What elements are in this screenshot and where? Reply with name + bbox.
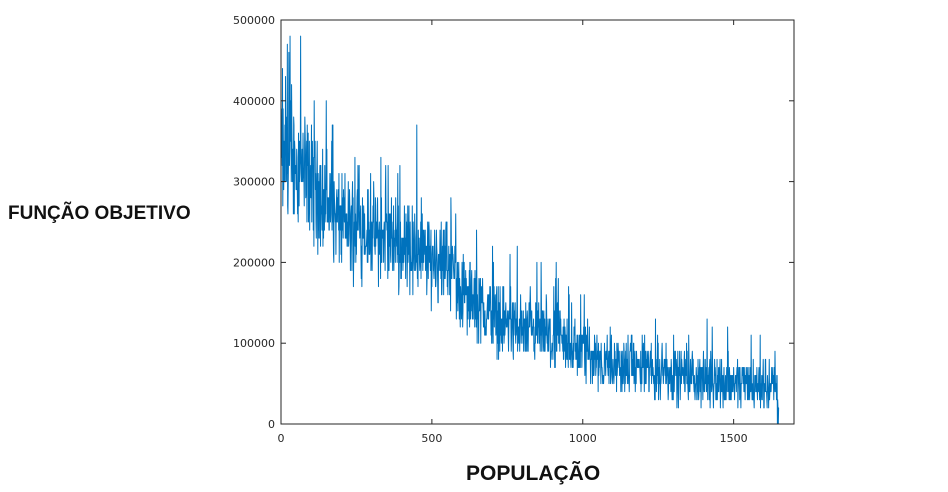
y-tick-label: 100000 (233, 337, 275, 350)
y-tick-label: 300000 (233, 176, 275, 189)
y-axis: 0 100000 200000 300000 400000 500000 (233, 14, 794, 431)
y-tick-label: 400000 (233, 95, 275, 108)
plot-background (281, 20, 794, 424)
axes-box (280, 19, 795, 425)
x-axis: 0 500 1000 1500 (278, 20, 748, 445)
plot-area (280, 19, 795, 425)
y-tick-label: 200000 (233, 256, 275, 269)
x-tick-label: 0 (278, 432, 285, 445)
y-axis-label: FUNÇÃO OBJETIVO (8, 203, 191, 224)
x-tick-label: 1000 (569, 432, 597, 445)
x-axis-label: POPULAÇÃO (466, 462, 601, 485)
series-line-1 (280, 35, 780, 425)
x-tick-label: 500 (421, 432, 442, 445)
y-tick-label: 500000 (233, 14, 275, 27)
x-tick-label: 1500 (720, 432, 748, 445)
y-tick-label: 0 (268, 418, 275, 431)
